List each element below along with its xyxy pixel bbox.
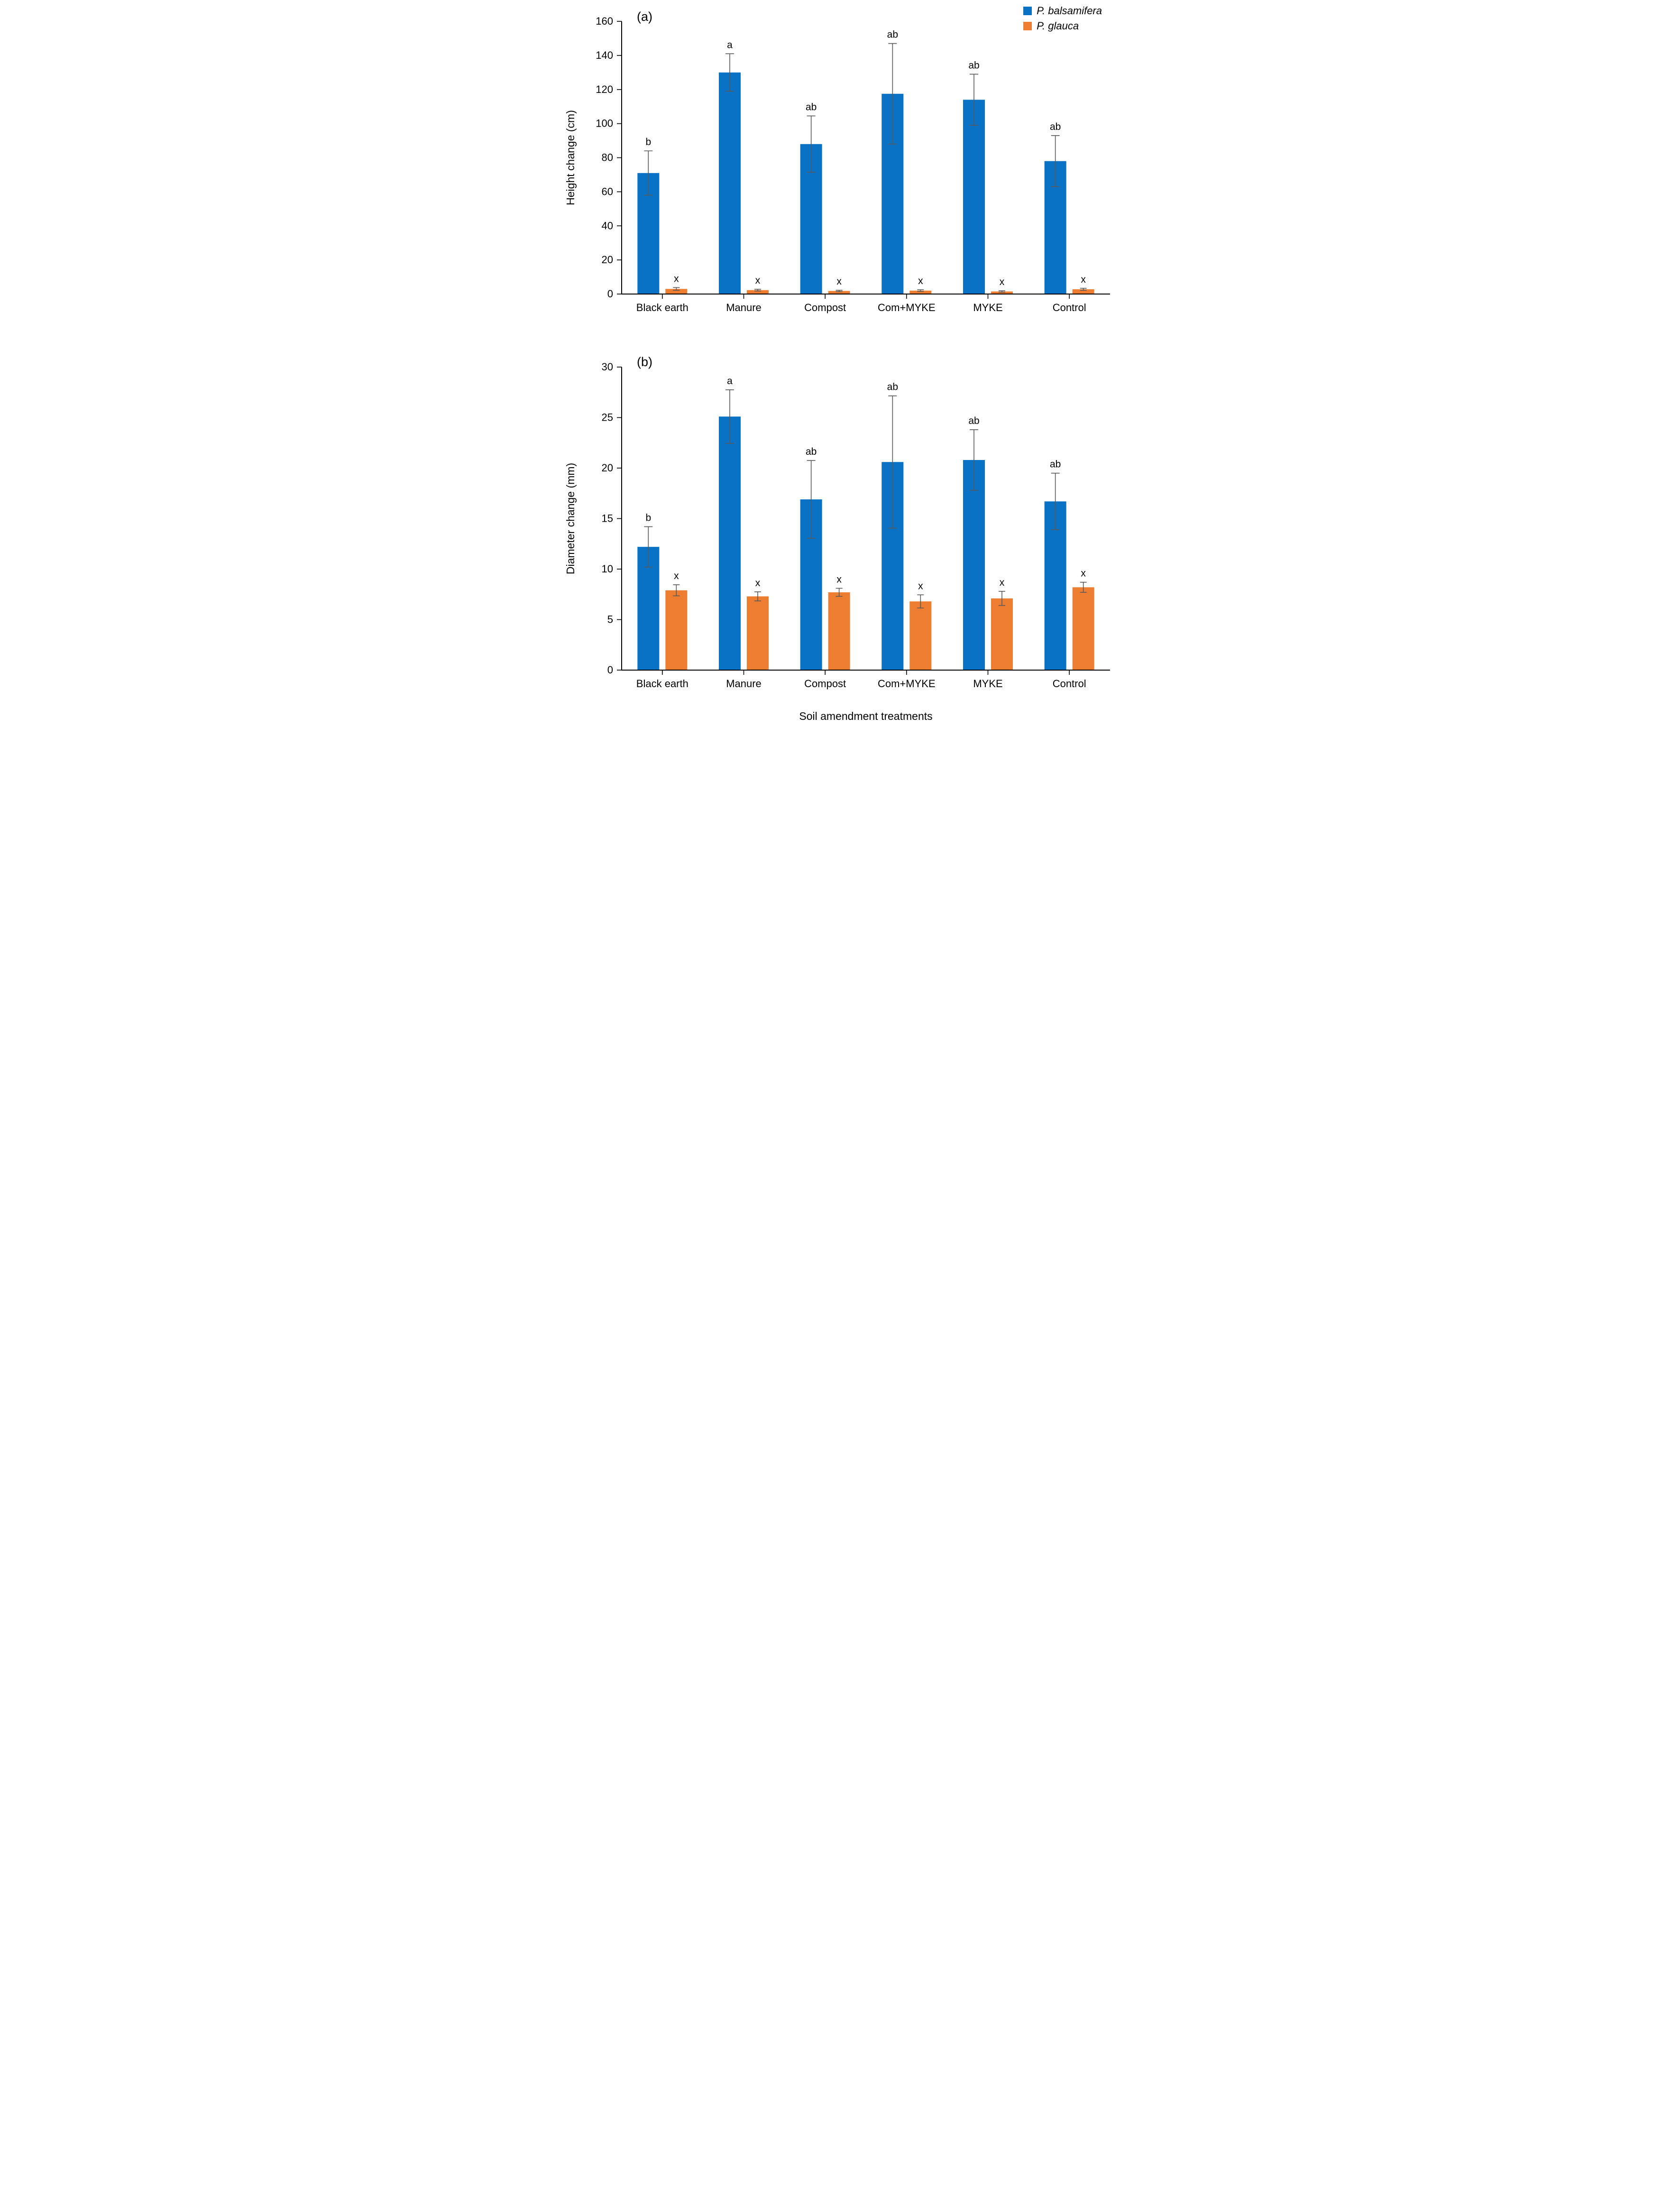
x-tick-label-com-myke: Com+MYKE [878,678,936,690]
bar-p-glauca-manure [747,290,769,294]
height-change-chart: b a ab ab ab ab x x x x x x 0 20 40 60 80 100 120 140 160 Bla… [564,15,1110,313]
x-tick-label-com-myke: Com+MYKE [878,302,936,313]
y-tick-label-0: 0 [607,288,613,300]
bar-p-balsamifera-manure [719,416,741,670]
y-axis-title: Height change (cm) [564,110,577,205]
y-tick-label-140: 140 [596,49,613,61]
sig-letter-p-balsamifera-black-earth: b [645,513,651,524]
figure: (a) b a ab ab ab ab x x x x x x 0 20 40 60 80 100 120 140 16… [560,0,1120,736]
bar-p-glauca-black-earth [665,289,688,294]
x-tick-label-black-earth: Black earth [636,678,689,690]
legend-item-glauca: P. glauca [1023,21,1102,31]
panel-a-label: (a) [637,9,652,24]
sig-letter-p-glauca-black-earth: x [674,571,679,581]
sig-letter-p-glauca-myke: x [1000,276,1005,287]
sig-letter-p-balsamifera-control: ab [1050,459,1061,470]
legend-label-balsamifera: P. balsamifera [1037,5,1102,17]
x-tick-label-myke: MYKE [973,678,1002,690]
y-tick-label-25: 25 [602,412,613,423]
sig-letter-p-balsamifera-control: ab [1050,121,1061,132]
sig-letter-p-glauca-compost: x [836,276,842,287]
sig-letter-p-balsamifera-myke: ab [968,415,979,426]
bar-p-glauca-compost [828,592,850,670]
bar-p-glauca-manure [747,596,769,670]
y-tick-label-30: 30 [602,361,613,373]
x-tick-label-compost: Compost [804,678,846,690]
bar-p-glauca-com-myke [909,290,932,294]
x-tick-label-manure: Manure [726,302,762,313]
bar-p-glauca-myke [991,291,1013,294]
legend-swatch-balsamifera-icon [1023,7,1032,15]
x-tick-label-control: Control [1053,678,1086,690]
x-tick-label-compost: Compost [804,302,846,313]
bar-p-glauca-compost [828,291,850,294]
sig-letter-p-balsamifera-black-earth: b [645,137,651,147]
sig-letter-p-balsamifera-com-myke: ab [887,29,898,40]
sig-letter-p-glauca-manure: x [755,578,761,589]
y-tick-label-15: 15 [602,513,613,525]
y-axis-title: Diameter change (mm) [564,463,577,574]
y-tick-label-20: 20 [602,462,613,474]
sig-letter-p-glauca-black-earth: x [674,273,679,284]
diameter-change-chart: b a ab ab ab ab x x x x x x 0 5 10 15 20 25 30 Black earth M… [564,361,1110,690]
sig-letter-p-glauca-myke: x [1000,577,1005,588]
y-tick-label-60: 60 [602,185,613,197]
x-tick-label-manure: Manure [726,678,762,690]
legend-label-glauca: P. glauca [1037,20,1079,32]
sig-letter-p-balsamifera-manure: a [727,39,733,50]
sig-letter-p-glauca-control: x [1081,274,1086,285]
x-tick-label-control: Control [1053,302,1086,313]
bar-p-balsamifera-manure [719,72,741,294]
legend-swatch-glauca-icon [1023,22,1032,30]
sig-letter-p-glauca-com-myke: x [918,276,923,286]
bar-p-glauca-myke [991,598,1013,670]
y-tick-label-10: 10 [602,563,613,575]
bar-p-glauca-black-earth [665,590,688,670]
sig-letter-p-balsamifera-myke: ab [968,60,979,71]
y-tick-label-5: 5 [607,614,613,626]
x-tick-label-myke: MYKE [973,302,1002,313]
bar-p-glauca-com-myke [909,601,932,670]
x-axis-title: Soil amendment treatments [799,710,933,722]
bar-p-balsamifera-myke [963,460,985,670]
y-tick-label-0: 0 [607,664,613,676]
sig-letter-p-balsamifera-compost: ab [806,446,817,457]
y-tick-label-20: 20 [602,254,613,266]
panel-b-label: (b) [637,355,652,369]
sig-letter-p-balsamifera-com-myke: ab [887,382,898,393]
sig-letter-p-glauca-control: x [1081,568,1086,579]
y-tick-label-100: 100 [596,118,613,129]
legend: P. balsamifera P. glauca [1023,6,1102,31]
y-tick-label-120: 120 [596,83,613,95]
sig-letter-p-balsamifera-compost: ab [806,101,817,112]
y-tick-label-160: 160 [596,15,613,27]
bar-p-balsamifera-myke [963,100,985,294]
bar-p-glauca-control [1072,289,1094,294]
y-tick-label-40: 40 [602,220,613,231]
bar-p-glauca-control [1072,587,1094,670]
y-tick-label-80: 80 [602,152,613,164]
sig-letter-p-glauca-manure: x [755,275,761,286]
legend-item-balsamifera: P. balsamifera [1023,6,1102,16]
sig-letter-p-balsamifera-manure: a [727,376,733,387]
sig-letter-p-glauca-compost: x [836,574,842,585]
x-tick-label-black-earth: Black earth [636,302,689,313]
sig-letter-p-glauca-com-myke: x [918,580,923,591]
